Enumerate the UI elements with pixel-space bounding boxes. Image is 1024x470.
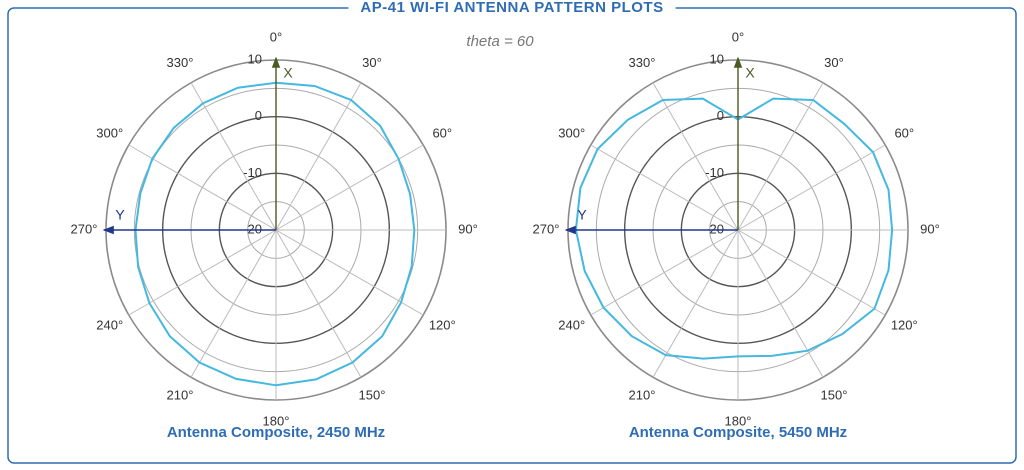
pattern-line xyxy=(574,97,894,360)
angle-label: 240° xyxy=(558,317,585,332)
spoke xyxy=(275,229,362,378)
angle-label: 180° xyxy=(263,413,290,428)
chart-caption: Antenna Composite, 2450 MHz xyxy=(167,424,385,441)
angle-label: 270° xyxy=(533,221,560,236)
angle-label: 60° xyxy=(894,125,914,140)
angle-label: 0° xyxy=(270,29,282,44)
spoke xyxy=(190,229,277,378)
subtitle: theta = 60 xyxy=(466,33,534,50)
axis-label: Y xyxy=(577,207,587,223)
title-background xyxy=(348,0,676,16)
angle-label: 30° xyxy=(362,55,382,70)
angle-label: 150° xyxy=(359,388,386,403)
axis-label: X xyxy=(283,65,293,81)
r-tick-label: -20 xyxy=(705,221,724,236)
r-tick-label: 10 xyxy=(248,51,262,66)
spoke xyxy=(737,82,824,231)
angle-label: 240° xyxy=(96,317,123,332)
spoke xyxy=(275,82,362,231)
r-tick-label: 0 xyxy=(255,108,262,123)
angle-label: 330° xyxy=(629,55,656,70)
angle-label: 180° xyxy=(725,413,752,428)
angle-label: 270° xyxy=(71,221,98,236)
frame xyxy=(7,7,1017,464)
spoke xyxy=(590,229,739,316)
spoke xyxy=(128,144,277,231)
r-tick-label: 0 xyxy=(717,108,724,123)
angle-label: 60° xyxy=(432,125,452,140)
angle-label: 210° xyxy=(167,388,194,403)
angle-label: 330° xyxy=(167,55,194,70)
axis-label: Y xyxy=(115,207,125,223)
page-title: AP-41 WI-FI ANTENNA PATTERN PLOTS xyxy=(360,0,663,16)
spoke xyxy=(190,82,277,231)
spoke xyxy=(652,82,739,231)
spoke xyxy=(652,229,739,378)
angle-label: 150° xyxy=(821,388,848,403)
spoke xyxy=(737,144,886,231)
angle-label: 0° xyxy=(732,29,744,44)
angle-label: 120° xyxy=(429,317,456,332)
pattern-line xyxy=(134,81,416,387)
angle-label: 300° xyxy=(96,125,123,140)
r-tick-label: -10 xyxy=(705,165,724,180)
axis-label: X xyxy=(745,65,755,81)
angle-label: 90° xyxy=(458,221,478,236)
angle-label: 30° xyxy=(824,55,844,70)
spoke xyxy=(128,229,277,316)
r-tick-label: -20 xyxy=(243,221,262,236)
angle-label: 210° xyxy=(629,388,656,403)
spoke xyxy=(737,229,886,316)
chart-caption: Antenna Composite, 5450 MHz xyxy=(629,424,847,441)
spoke xyxy=(275,144,424,231)
spoke xyxy=(275,229,424,316)
r-tick-label: -10 xyxy=(243,165,262,180)
angle-label: 300° xyxy=(558,125,585,140)
r-tick-label: 10 xyxy=(710,51,724,66)
spoke xyxy=(590,144,739,231)
angle-label: 90° xyxy=(920,221,940,236)
angle-label: 120° xyxy=(891,317,918,332)
spoke xyxy=(737,229,824,378)
